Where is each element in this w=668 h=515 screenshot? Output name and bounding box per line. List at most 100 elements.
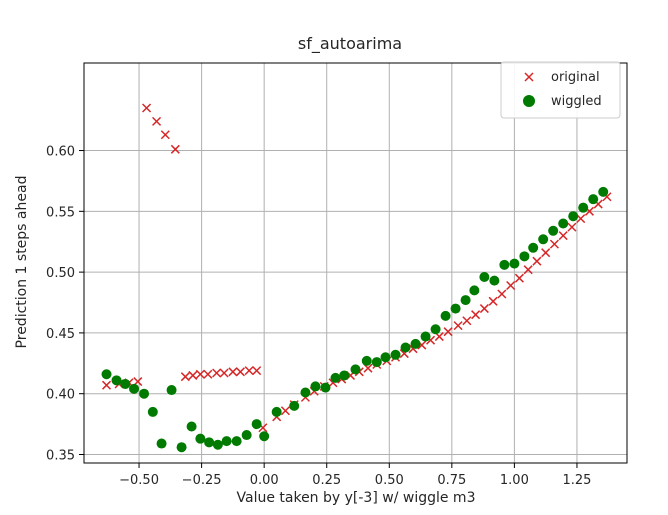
data-point-dot bbox=[221, 436, 232, 447]
data-point-dot bbox=[166, 385, 177, 396]
data-point-dot bbox=[460, 295, 471, 306]
data-point-dot bbox=[509, 258, 520, 269]
data-point-dot bbox=[339, 370, 350, 381]
x-tick-label: 0.00 bbox=[250, 473, 279, 488]
legend-label-wiggled: wiggled bbox=[551, 94, 602, 109]
data-point-dot bbox=[204, 437, 215, 448]
x-tick-label: −0.25 bbox=[182, 473, 222, 488]
legend-marker-wiggled-dot bbox=[523, 95, 535, 107]
data-point-x bbox=[479, 304, 489, 314]
data-point-x bbox=[514, 273, 524, 283]
data-point-x bbox=[101, 380, 112, 390]
data-point-dot bbox=[390, 349, 401, 360]
data-point-x bbox=[219, 368, 229, 378]
data-point-x bbox=[453, 321, 463, 331]
data-point-x bbox=[195, 369, 205, 379]
data-point-x bbox=[497, 289, 507, 299]
y-axis-ticks: 0.35 0.40 0.45 0.50 0.55 0.60 bbox=[46, 145, 84, 463]
legend: original wiggled bbox=[500, 61, 621, 119]
data-point-dot bbox=[380, 352, 391, 363]
data-point-dot bbox=[558, 218, 569, 229]
data-point-x bbox=[523, 265, 533, 275]
data-point-dot bbox=[598, 186, 609, 197]
data-point-x bbox=[228, 367, 238, 377]
data-point-dot bbox=[120, 378, 131, 389]
data-point-x bbox=[443, 327, 453, 337]
data-point-x bbox=[462, 316, 472, 326]
data-point-x bbox=[244, 366, 254, 376]
data-point-dot bbox=[320, 382, 331, 393]
data-point-dot bbox=[440, 310, 451, 321]
data-point-x bbox=[567, 222, 577, 232]
data-point-dot bbox=[479, 271, 490, 282]
data-point-x bbox=[252, 366, 262, 376]
data-point-x bbox=[280, 406, 290, 416]
data-point-x bbox=[160, 130, 170, 140]
data-point-dot bbox=[528, 242, 539, 253]
data-point-dot bbox=[156, 438, 167, 449]
data-point-dot bbox=[129, 383, 140, 394]
data-point-x bbox=[212, 368, 222, 378]
x-tick-label: 1.25 bbox=[562, 473, 591, 488]
data-point-x bbox=[152, 116, 162, 126]
x-axis-ticks: −0.50 −0.25 0.00 0.25 0.50 0.75 1.00 1.25 bbox=[119, 463, 591, 488]
data-point-x bbox=[471, 310, 481, 320]
y-tick-label: 0.50 bbox=[46, 266, 75, 281]
data-point-dot bbox=[330, 372, 341, 383]
y-axis-label: Prediction 1 steps ahead bbox=[14, 176, 30, 349]
data-point-dot bbox=[111, 375, 122, 386]
data-point-dot bbox=[310, 381, 321, 392]
data-point-x bbox=[180, 372, 190, 382]
data-point-x bbox=[235, 367, 245, 377]
data-point-dot bbox=[548, 225, 559, 236]
data-point-dot bbox=[241, 430, 252, 441]
x-tick-label: 1.00 bbox=[500, 473, 529, 488]
data-point-dot bbox=[588, 194, 599, 205]
y-tick-label: 0.60 bbox=[46, 145, 75, 160]
data-point-dot bbox=[300, 387, 311, 398]
data-point-dot bbox=[361, 355, 372, 366]
data-point-dot bbox=[289, 400, 300, 411]
y-tick-label: 0.35 bbox=[46, 448, 75, 463]
legend-x-shape bbox=[524, 72, 534, 82]
data-point-x bbox=[549, 239, 559, 249]
data-point-x bbox=[488, 296, 498, 306]
data-point-dot bbox=[400, 342, 411, 353]
x-tick-label: −0.50 bbox=[119, 473, 159, 488]
legend-marker-original-x bbox=[524, 72, 534, 82]
legend-label-original: original bbox=[551, 70, 600, 85]
grid-lines bbox=[84, 63, 627, 463]
chart-title: sf_autoarima bbox=[298, 34, 402, 54]
data-point-dot bbox=[147, 406, 158, 417]
series-wiggled bbox=[101, 186, 609, 453]
data-point-dot bbox=[139, 388, 150, 399]
data-point-x bbox=[532, 256, 542, 266]
data-point-dot bbox=[519, 251, 530, 262]
data-point-dot bbox=[350, 364, 361, 375]
data-point-dot bbox=[450, 303, 461, 314]
data-point-dot bbox=[212, 439, 223, 450]
data-point-dot bbox=[231, 436, 242, 447]
data-point-dot bbox=[430, 324, 441, 335]
data-point-x bbox=[203, 369, 213, 379]
y-tick-label: 0.45 bbox=[46, 327, 75, 342]
data-point-dot bbox=[538, 234, 549, 245]
x-tick-label: 0.75 bbox=[437, 473, 466, 488]
x-tick-label: 0.25 bbox=[312, 473, 341, 488]
data-point-dot bbox=[420, 331, 431, 342]
data-point-x bbox=[558, 231, 568, 241]
data-point-dot bbox=[469, 285, 480, 296]
data-point-dot bbox=[371, 357, 382, 368]
y-tick-label: 0.40 bbox=[46, 388, 75, 403]
data-point-dot bbox=[251, 419, 262, 430]
data-point-dot bbox=[578, 202, 589, 213]
data-point-x bbox=[170, 144, 180, 154]
data-point-x bbox=[142, 103, 152, 113]
data-point-dot bbox=[195, 433, 206, 444]
data-point-dot bbox=[499, 259, 510, 270]
data-point-dot bbox=[259, 431, 270, 442]
plot-area-frame bbox=[83, 62, 628, 464]
data-point-dot bbox=[101, 369, 112, 380]
x-axis-label: Value taken by y[-3] w/ wiggle m3 bbox=[237, 490, 476, 506]
